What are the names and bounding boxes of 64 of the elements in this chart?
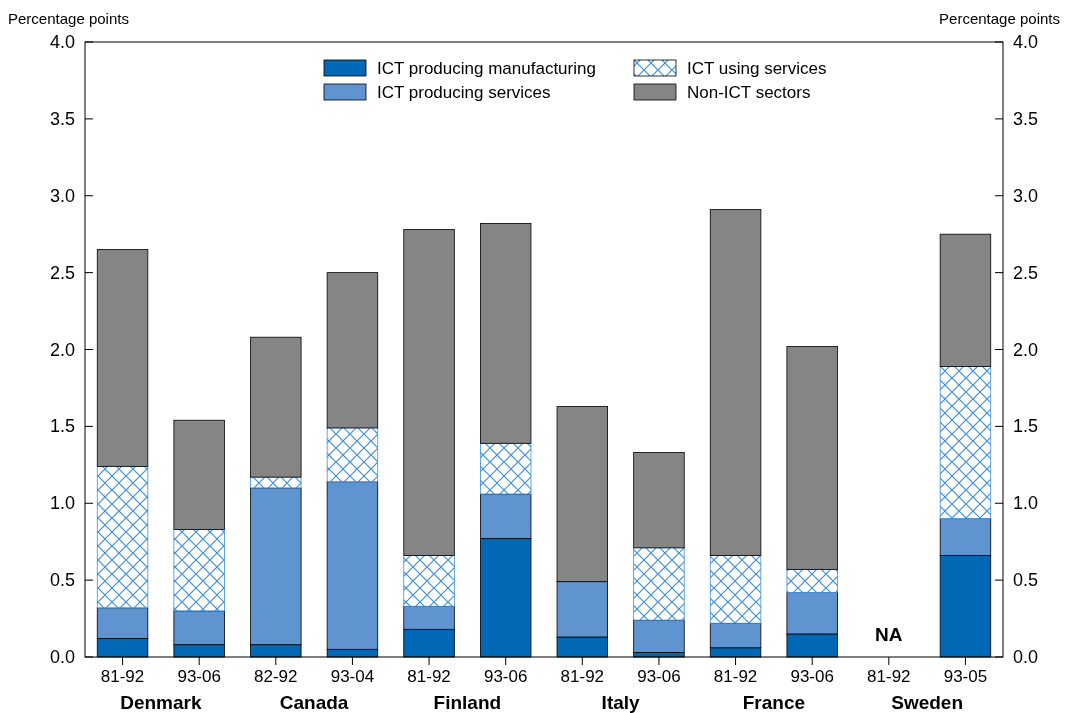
y2-tick-label: 0.5 [1013,570,1039,591]
bar [403,555,455,607]
y2-tick-label: 3.5 [1013,108,1039,129]
text: Italy [601,692,641,713]
text: Canada [279,692,349,713]
x-tick-label: 81-92 [100,667,145,686]
y-tick-label: 1.0 [49,493,75,514]
y-tick-label: 1.5 [49,416,75,437]
bar [96,249,149,467]
bar [250,336,302,478]
y-tick-label: 3.0 [49,185,75,206]
legend-label: Non-ICT sectors [687,83,811,102]
bar [480,223,532,444]
y2-tick-label: 0.0 [1013,647,1039,667]
x-tick-label: 93-04 [330,667,375,686]
legend-label: ICT producing services [377,83,551,102]
y2-tick-label: 1.0 [1013,493,1039,514]
x-tick-label: 82-92 [254,667,298,686]
y2-tick-label: 3.0 [1013,185,1039,206]
x-tick-label: 93-05 [943,667,988,686]
bar [939,233,992,367]
bar [326,427,379,483]
bar [786,568,838,593]
bar [786,346,838,570]
legend-label: ICT using services [687,59,827,78]
x-tick-label: 93-06 [790,667,834,686]
legend-label: ICT producing manufacturing [377,59,596,78]
y-axis-title: Percentage points [8,10,129,27]
x-tick-label: 81-92 [867,667,911,686]
bar [250,476,302,489]
bar [326,272,379,429]
bar [173,419,225,530]
bar [480,442,532,495]
y-tick-label: 0.0 [49,647,75,667]
bar [633,452,685,549]
y2-tick-label: 1.5 [1013,416,1039,437]
y2-tick-label: 2.0 [1013,339,1039,360]
y-tick-label: 3.5 [49,108,75,129]
text: Sweden [891,692,964,713]
y2-tick-label: 4.0 [1013,32,1039,52]
y-tick-label: 0.5 [49,570,75,591]
bar [633,547,685,621]
y2-tick-label: 2.5 [1013,262,1039,283]
x-tick-label: 81-92 [407,667,451,686]
bar [96,465,149,609]
y-tick-label: 2.5 [49,262,75,283]
bar [403,229,455,556]
bar [939,366,992,520]
x-tick-label: 93-06 [177,667,221,686]
x-tick-label: 81-92 [560,667,605,686]
y-tick-label: 2.0 [49,339,75,360]
text: Denmark [120,692,202,713]
x-tick-label: 93-06 [637,667,681,686]
annotation: NA [875,624,903,645]
y2-axis-title: Percentage points [939,10,1060,27]
y-tick-label: 4.0 [49,32,75,52]
bar [633,619,685,653]
bar [709,555,762,624]
text: Finland [433,692,502,713]
bar [709,209,762,556]
text: France [742,692,806,713]
x-tick-label: 81-92 [713,667,758,686]
bar [173,528,225,612]
x-tick-label: 93-06 [483,667,528,686]
